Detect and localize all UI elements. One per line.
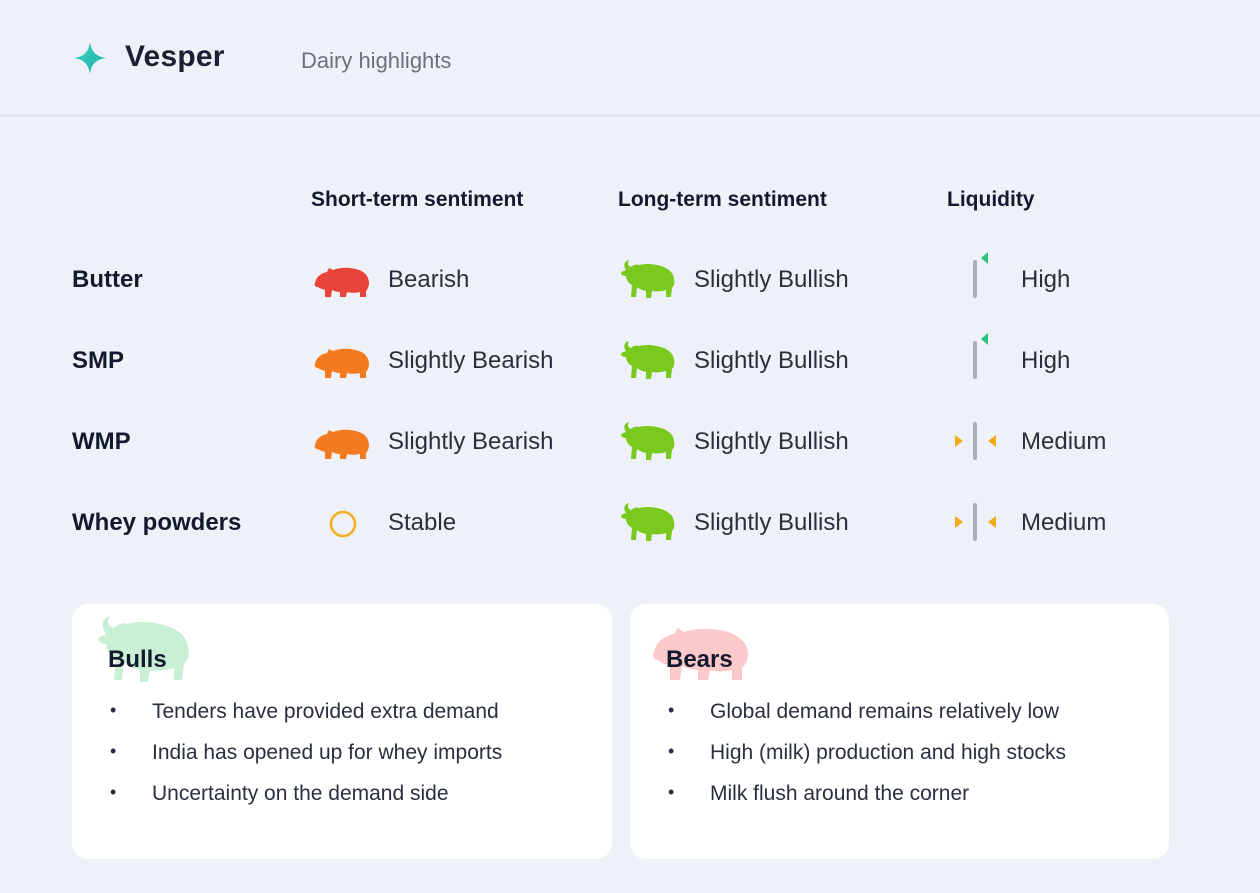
- bull-icon: [621, 260, 675, 298]
- liquidity-icon-wrap: [950, 493, 1002, 548]
- column-header-long-term: Long-term sentiment: [618, 188, 827, 211]
- row-label: SMP: [72, 347, 125, 374]
- bullet: •: [668, 700, 675, 720]
- liquidity-medium-icon: [955, 503, 996, 541]
- page-subtitle: Dairy highlights: [301, 48, 452, 73]
- bear-icon: [314, 348, 369, 378]
- long-term-icon-wrap: [618, 420, 678, 467]
- bulls-title: Bulls: [108, 646, 167, 673]
- bull-watermark-icon: [98, 616, 189, 682]
- row-label: Butter: [72, 266, 143, 293]
- short-term-value: Slightly Bearish: [388, 428, 554, 455]
- long-term-icon-wrap: [618, 501, 678, 548]
- bear-watermark-icon: [653, 628, 748, 680]
- short-term-value: Stable: [388, 509, 457, 536]
- liquidity-value: High: [1021, 266, 1071, 293]
- short-term-icon-wrap: [313, 263, 371, 304]
- long-term-value: Slightly Bullish: [694, 428, 849, 455]
- liquidity-high-icon: [973, 252, 988, 298]
- short-term-icon-wrap: [313, 425, 371, 466]
- long-term-icon-wrap: [618, 258, 678, 305]
- liquidity-icon-wrap: [950, 412, 1002, 467]
- bullet: •: [668, 782, 675, 802]
- app-header: Vesper Dairy highlights: [0, 0, 1260, 117]
- long-term-value: Slightly Bullish: [694, 347, 849, 374]
- long-term-value: Slightly Bullish: [694, 509, 849, 536]
- row-label: WMP: [72, 428, 131, 455]
- brand-name: Vesper: [125, 40, 225, 73]
- long-term-value: Slightly Bullish: [694, 266, 849, 293]
- liquidity-high-icon: [973, 333, 988, 379]
- liquidity-icon-wrap: [950, 250, 1002, 305]
- short-term-icon-wrap: [313, 344, 371, 385]
- circle-icon: [329, 510, 357, 538]
- bullet: •: [110, 700, 117, 720]
- liquidity-value: Medium: [1021, 509, 1107, 536]
- short-term-value: Slightly Bearish: [388, 347, 554, 374]
- row-label: Whey powders: [72, 509, 242, 536]
- sparkle-logo-icon: [74, 42, 106, 74]
- bullet: •: [110, 782, 117, 802]
- bull-icon: [621, 422, 675, 460]
- liquidity-value: Medium: [1021, 428, 1107, 455]
- long-term-icon-wrap: [618, 339, 678, 386]
- bulls-card: Bulls • Tenders have provided extra deman…: [72, 604, 612, 859]
- column-header-short-term: Short-term sentiment: [311, 188, 524, 211]
- liquidity-medium-icon: [955, 422, 996, 460]
- bear-icon: [314, 267, 369, 297]
- bears-card: Bears • Global demand remains relatively …: [630, 604, 1169, 859]
- liquidity-icon-wrap: [950, 331, 1002, 386]
- column-header-liquidity: Liquidity: [947, 188, 1035, 211]
- bullet: •: [668, 741, 675, 761]
- liquidity-value: High: [1021, 347, 1071, 374]
- short-term-icon-wrap: [328, 509, 358, 544]
- bear-icon: [314, 429, 369, 459]
- short-term-value: Bearish: [388, 266, 470, 293]
- bullet: •: [110, 741, 117, 761]
- bull-icon: [621, 503, 675, 541]
- bears-title: Bears: [666, 646, 733, 673]
- bull-icon: [621, 341, 675, 379]
